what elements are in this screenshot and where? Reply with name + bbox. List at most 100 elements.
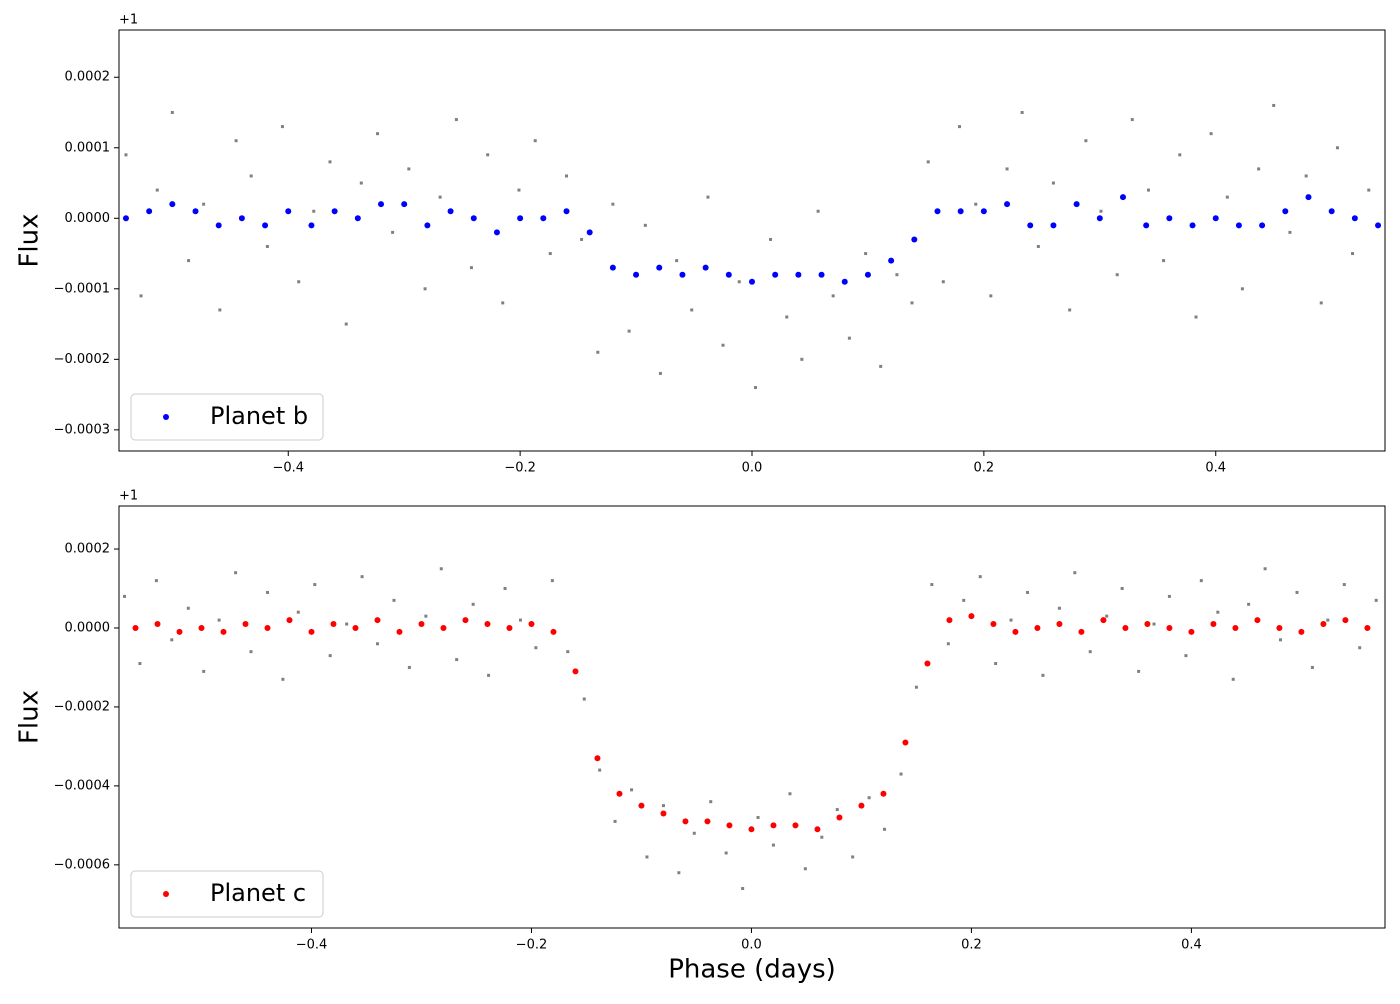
point xyxy=(958,125,962,129)
y-axis-label: Flux xyxy=(15,690,45,744)
point xyxy=(360,575,364,579)
binned-point xyxy=(1328,208,1335,215)
point xyxy=(737,280,741,284)
binned-point xyxy=(1235,222,1242,229)
point xyxy=(1304,174,1308,178)
point xyxy=(785,315,789,319)
binned-point xyxy=(440,624,447,631)
point xyxy=(1120,587,1124,591)
point xyxy=(1351,252,1355,256)
binned-point xyxy=(1254,617,1261,624)
binned-point xyxy=(506,624,513,631)
binned-point xyxy=(924,660,931,667)
point xyxy=(1026,590,1030,594)
binned-point xyxy=(374,617,381,624)
binned-point xyxy=(795,271,802,278)
binned-point xyxy=(1143,222,1150,229)
binned-point xyxy=(1012,628,1019,635)
point xyxy=(533,139,537,143)
binned-point xyxy=(990,621,997,628)
point xyxy=(926,160,930,164)
binned-point xyxy=(308,628,315,635)
binned-point xyxy=(262,222,269,229)
binned-point xyxy=(418,621,425,628)
point xyxy=(803,867,807,871)
point xyxy=(265,244,269,248)
binned-point xyxy=(911,236,918,243)
x-tick-label: −0.4 xyxy=(272,461,304,476)
x-tick-label: −0.2 xyxy=(504,461,536,476)
point xyxy=(359,181,363,185)
point xyxy=(1146,188,1150,192)
binned-point xyxy=(1166,624,1173,631)
binned-point xyxy=(132,624,139,631)
offset-label: +1 xyxy=(119,489,138,504)
point xyxy=(930,583,934,587)
point xyxy=(328,160,332,164)
point xyxy=(281,677,285,681)
binned-point xyxy=(1305,194,1312,201)
binned-point xyxy=(550,628,557,635)
point xyxy=(1199,579,1203,583)
binned-point xyxy=(616,790,623,797)
point xyxy=(517,188,521,192)
binned-point xyxy=(540,215,547,222)
binned-point xyxy=(1166,215,1173,222)
y-tick-label: −0.0004 xyxy=(54,778,110,793)
offset-label: +1 xyxy=(119,13,138,28)
binned-point xyxy=(169,201,176,208)
point xyxy=(391,230,395,234)
point xyxy=(613,819,617,823)
point xyxy=(910,301,914,305)
point xyxy=(596,350,600,354)
binned-point xyxy=(1364,624,1371,631)
binned-point xyxy=(1056,621,1063,628)
x-tick-label: 0.4 xyxy=(1181,938,1202,953)
x-tick-label: −0.4 xyxy=(296,938,328,953)
x-tick-label: 0.2 xyxy=(974,461,995,476)
legend-label: Planet b xyxy=(210,402,308,430)
point xyxy=(186,606,190,610)
binned-point xyxy=(285,208,292,215)
binned-point xyxy=(1100,617,1107,624)
binned-point xyxy=(220,628,227,635)
point xyxy=(1099,209,1103,213)
point xyxy=(771,843,775,847)
point xyxy=(138,662,142,666)
point xyxy=(895,273,899,277)
point xyxy=(1005,167,1009,171)
binned-point xyxy=(1210,621,1217,628)
point xyxy=(1073,571,1077,575)
point xyxy=(831,294,835,298)
binned-point xyxy=(238,215,245,222)
point xyxy=(124,153,128,157)
binned-point xyxy=(968,613,975,620)
point xyxy=(864,252,868,256)
point xyxy=(1335,146,1339,150)
point xyxy=(643,223,647,227)
point xyxy=(407,167,411,171)
point xyxy=(1057,606,1061,610)
point xyxy=(1115,273,1119,277)
panel: −0.4 −0.2 0.0 0.2 0.4 −0.0003 −0.0002 −0.0001 0.… xyxy=(15,13,1386,476)
point xyxy=(741,887,745,891)
binned-point xyxy=(1298,628,1305,635)
point xyxy=(249,174,253,178)
binned-point xyxy=(264,624,271,631)
binned-point xyxy=(841,278,848,285)
point xyxy=(820,835,824,839)
point xyxy=(1009,618,1013,622)
point xyxy=(1358,646,1362,650)
y-tick-label: 0.0002 xyxy=(65,70,111,85)
binned-point xyxy=(517,215,524,222)
binned-point xyxy=(1027,222,1034,229)
binned-point xyxy=(1351,215,1358,222)
binned-point xyxy=(1320,621,1327,628)
point xyxy=(202,669,206,673)
binned-point xyxy=(748,826,755,833)
point xyxy=(1295,590,1299,594)
x-axis-label: Phase (days) xyxy=(668,955,836,985)
point xyxy=(835,808,839,812)
